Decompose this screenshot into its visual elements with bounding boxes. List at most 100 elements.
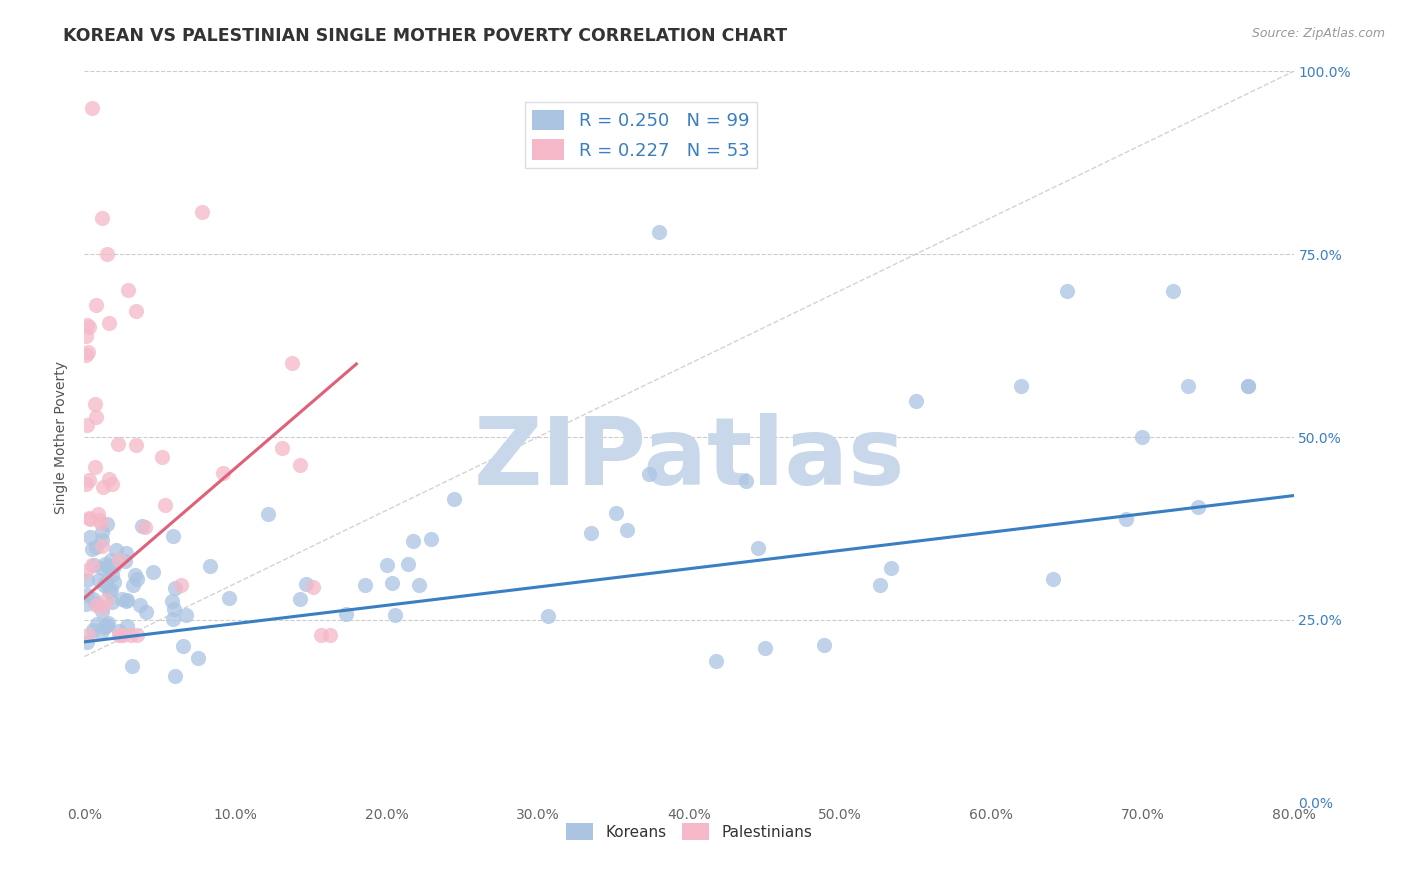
Point bbox=[616, 523, 638, 537]
Point bbox=[419, 532, 441, 546]
Point bbox=[96, 618, 118, 632]
Point bbox=[271, 441, 294, 455]
Point bbox=[82, 592, 104, 607]
Point bbox=[90, 625, 112, 640]
Point bbox=[93, 620, 115, 634]
Point bbox=[381, 576, 404, 591]
Point bbox=[408, 577, 430, 591]
Point bbox=[218, 591, 240, 606]
Point bbox=[98, 316, 121, 330]
Point bbox=[86, 298, 108, 312]
Point bbox=[1115, 511, 1137, 525]
Point bbox=[90, 561, 112, 575]
Point bbox=[91, 599, 114, 614]
Point bbox=[97, 583, 120, 598]
Point bbox=[120, 627, 142, 641]
Point bbox=[1187, 500, 1209, 514]
Point bbox=[134, 520, 156, 534]
Point bbox=[90, 604, 112, 618]
Point bbox=[117, 283, 139, 297]
Point bbox=[1011, 379, 1033, 393]
Point bbox=[84, 598, 107, 612]
Point bbox=[77, 320, 100, 334]
Y-axis label: Single Mother Poverty: Single Mother Poverty bbox=[55, 360, 69, 514]
Point bbox=[77, 473, 100, 487]
Point bbox=[257, 508, 280, 522]
Point bbox=[108, 627, 131, 641]
Point bbox=[86, 597, 108, 611]
Point bbox=[288, 591, 311, 606]
Point bbox=[76, 573, 98, 587]
Point bbox=[375, 558, 398, 572]
Point bbox=[108, 552, 131, 566]
Point bbox=[384, 607, 406, 622]
Point bbox=[91, 480, 114, 494]
Point bbox=[82, 623, 104, 637]
Point bbox=[125, 304, 148, 318]
Point bbox=[115, 593, 138, 607]
Point bbox=[1177, 379, 1199, 393]
Point bbox=[211, 466, 233, 480]
Point bbox=[537, 609, 560, 624]
Legend: Koreans, Palestinians: Koreans, Palestinians bbox=[560, 816, 818, 847]
Point bbox=[91, 539, 114, 553]
Point bbox=[89, 513, 111, 527]
Point bbox=[191, 204, 214, 219]
Point bbox=[115, 546, 138, 560]
Point bbox=[747, 541, 769, 555]
Point bbox=[174, 608, 197, 623]
Point bbox=[105, 543, 128, 558]
Point bbox=[75, 597, 97, 611]
Point bbox=[79, 530, 101, 544]
Point bbox=[98, 472, 121, 486]
Point bbox=[79, 512, 101, 526]
Text: KOREAN VS PALESTINIAN SINGLE MOTHER POVERTY CORRELATION CHART: KOREAN VS PALESTINIAN SINGLE MOTHER POVE… bbox=[63, 27, 787, 45]
Point bbox=[111, 591, 134, 606]
Point bbox=[169, 578, 191, 592]
Point bbox=[107, 436, 129, 450]
Point bbox=[128, 598, 150, 612]
Point bbox=[443, 492, 465, 507]
Point bbox=[112, 627, 135, 641]
Point bbox=[100, 553, 122, 567]
Point bbox=[91, 211, 114, 225]
Point bbox=[91, 533, 114, 547]
Point bbox=[76, 318, 98, 332]
Point bbox=[160, 593, 183, 607]
Point bbox=[198, 559, 221, 574]
Point bbox=[704, 654, 727, 668]
Point bbox=[294, 577, 316, 591]
Point bbox=[90, 516, 112, 530]
Point bbox=[1161, 284, 1184, 298]
Point bbox=[97, 560, 120, 574]
Point bbox=[117, 593, 139, 607]
Point bbox=[101, 595, 124, 609]
Text: Source: ZipAtlas.com: Source: ZipAtlas.com bbox=[1251, 27, 1385, 40]
Point bbox=[131, 519, 153, 533]
Point bbox=[150, 450, 173, 464]
Text: ZIPatlas: ZIPatlas bbox=[474, 413, 904, 505]
Point bbox=[172, 639, 194, 653]
Point bbox=[648, 225, 671, 239]
Point bbox=[80, 541, 103, 556]
Point bbox=[187, 651, 209, 665]
Point bbox=[162, 612, 184, 626]
Point bbox=[96, 516, 118, 531]
Point bbox=[75, 348, 97, 362]
Point bbox=[76, 418, 98, 433]
Point bbox=[162, 529, 184, 543]
Point bbox=[83, 460, 105, 475]
Point bbox=[869, 578, 891, 592]
Point bbox=[75, 564, 97, 578]
Point bbox=[155, 498, 177, 512]
Point bbox=[94, 619, 117, 633]
Point bbox=[579, 526, 602, 541]
Point bbox=[103, 559, 125, 574]
Point bbox=[86, 617, 108, 632]
Point bbox=[127, 627, 149, 641]
Point bbox=[84, 409, 107, 424]
Point bbox=[124, 567, 146, 582]
Point bbox=[98, 559, 121, 574]
Point bbox=[77, 511, 100, 525]
Point bbox=[904, 393, 927, 408]
